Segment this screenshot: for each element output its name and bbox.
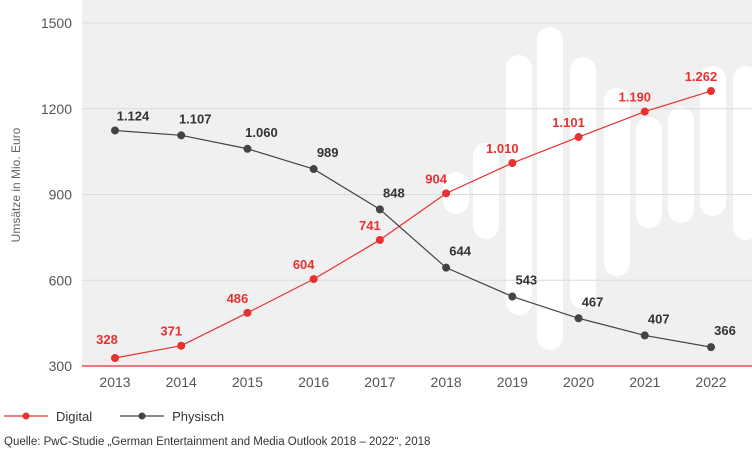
data-point — [442, 189, 451, 198]
deco-bar — [570, 57, 596, 309]
data-point — [508, 292, 517, 301]
data-point — [177, 341, 186, 350]
y-tick-label: 1500 — [41, 15, 72, 31]
data-point — [375, 205, 384, 214]
data-point — [574, 133, 583, 142]
deco-bar — [473, 143, 499, 239]
data-label: 604 — [293, 257, 315, 272]
legend: Digital Physisch — [4, 405, 224, 427]
data-point — [309, 165, 318, 174]
data-label: 1.124 — [117, 108, 150, 123]
data-label: 1.060 — [245, 125, 278, 140]
x-tick-label: 2015 — [232, 374, 263, 390]
data-point — [243, 144, 252, 153]
x-tick-label: 2020 — [563, 374, 594, 390]
data-label: 1.010 — [486, 141, 519, 156]
series-physisch: 1.124 1.107 1.060 989 848 644 543 467 407 366 — [111, 108, 736, 352]
data-point — [111, 353, 119, 362]
data-label: 467 — [582, 294, 604, 309]
data-label: 543 — [515, 273, 537, 288]
deco-bar — [537, 27, 563, 350]
x-tick-label: 2013 — [99, 374, 130, 390]
data-label: 1.107 — [179, 111, 212, 126]
y-tick-label: 900 — [49, 187, 73, 203]
data-label: 371 — [160, 324, 182, 339]
data-label: 407 — [648, 311, 670, 326]
x-tick-label: 2014 — [166, 374, 197, 390]
data-label: 366 — [714, 323, 736, 338]
source-note: Quelle: PwC-Studie „German Entertainment… — [4, 436, 431, 448]
data-point — [243, 308, 252, 317]
data-label: 989 — [317, 145, 339, 160]
deco-bar — [733, 66, 752, 240]
deco-bar — [700, 66, 726, 216]
data-point — [309, 275, 318, 284]
legend-item-physisch: Physisch — [120, 409, 224, 424]
deco-bar — [668, 107, 694, 223]
data-point — [574, 314, 583, 323]
series-line — [114, 129, 712, 348]
legend-label-digital: Digital — [56, 408, 93, 424]
data-label: 1.190 — [619, 90, 652, 105]
legend-swatch-physisch — [120, 412, 165, 420]
x-tick-label: 2018 — [431, 374, 462, 390]
data-point — [375, 235, 384, 244]
x-tick-label: 2022 — [695, 374, 726, 390]
y-axis-ticks: 300 600 900 1200 1500 — [41, 15, 72, 374]
deco-bar — [636, 117, 662, 228]
deco-bar — [604, 88, 630, 276]
x-tick-label: 2019 — [497, 374, 528, 390]
x-tick-label: 2016 — [298, 374, 329, 390]
data-point — [640, 331, 649, 340]
data-label: 848 — [383, 185, 405, 200]
data-label: 1.101 — [552, 115, 585, 130]
legend-item-digital: Digital — [4, 409, 92, 424]
data-point — [508, 159, 517, 168]
data-label: 644 — [449, 244, 471, 259]
deco-bar — [506, 55, 532, 315]
data-label: 328 — [96, 332, 118, 347]
data-point — [707, 343, 715, 352]
y-tick-label: 600 — [49, 272, 73, 288]
data-point — [640, 107, 649, 116]
data-point — [707, 87, 715, 96]
legend-label-physisch: Physisch — [172, 408, 225, 424]
y-axis-label: Umsätze in Mio. Euro — [9, 127, 23, 242]
grid-lines — [82, 22, 752, 281]
x-tick-label: 2017 — [364, 374, 395, 390]
y-tick-label: 1200 — [41, 101, 72, 117]
data-label: 486 — [227, 291, 249, 306]
data-label: 741 — [359, 218, 381, 233]
data-label: 904 — [425, 171, 447, 186]
series-line — [114, 90, 712, 359]
y-tick-label: 300 — [49, 358, 73, 374]
data-point — [177, 131, 186, 140]
x-tick-label: 2021 — [629, 374, 660, 390]
series-digital: 328 371 486 604 741 904 1.010 1.101 1.190 1.262 — [96, 69, 717, 362]
series-group: 328 371 486 604 741 904 1.010 1.101 1.190 1.262 1.… — [96, 69, 736, 362]
deco-bar — [443, 172, 469, 214]
data-label: 1.262 — [685, 69, 718, 84]
x-axis-ticks: 2013 2014 2015 2016 2017 2018 2019 2020 2021 2022 — [99, 374, 726, 390]
decorative-soundwave-bars — [443, 27, 752, 350]
data-point — [442, 263, 451, 272]
data-point — [111, 126, 119, 135]
legend-swatch-digital — [4, 412, 48, 420]
